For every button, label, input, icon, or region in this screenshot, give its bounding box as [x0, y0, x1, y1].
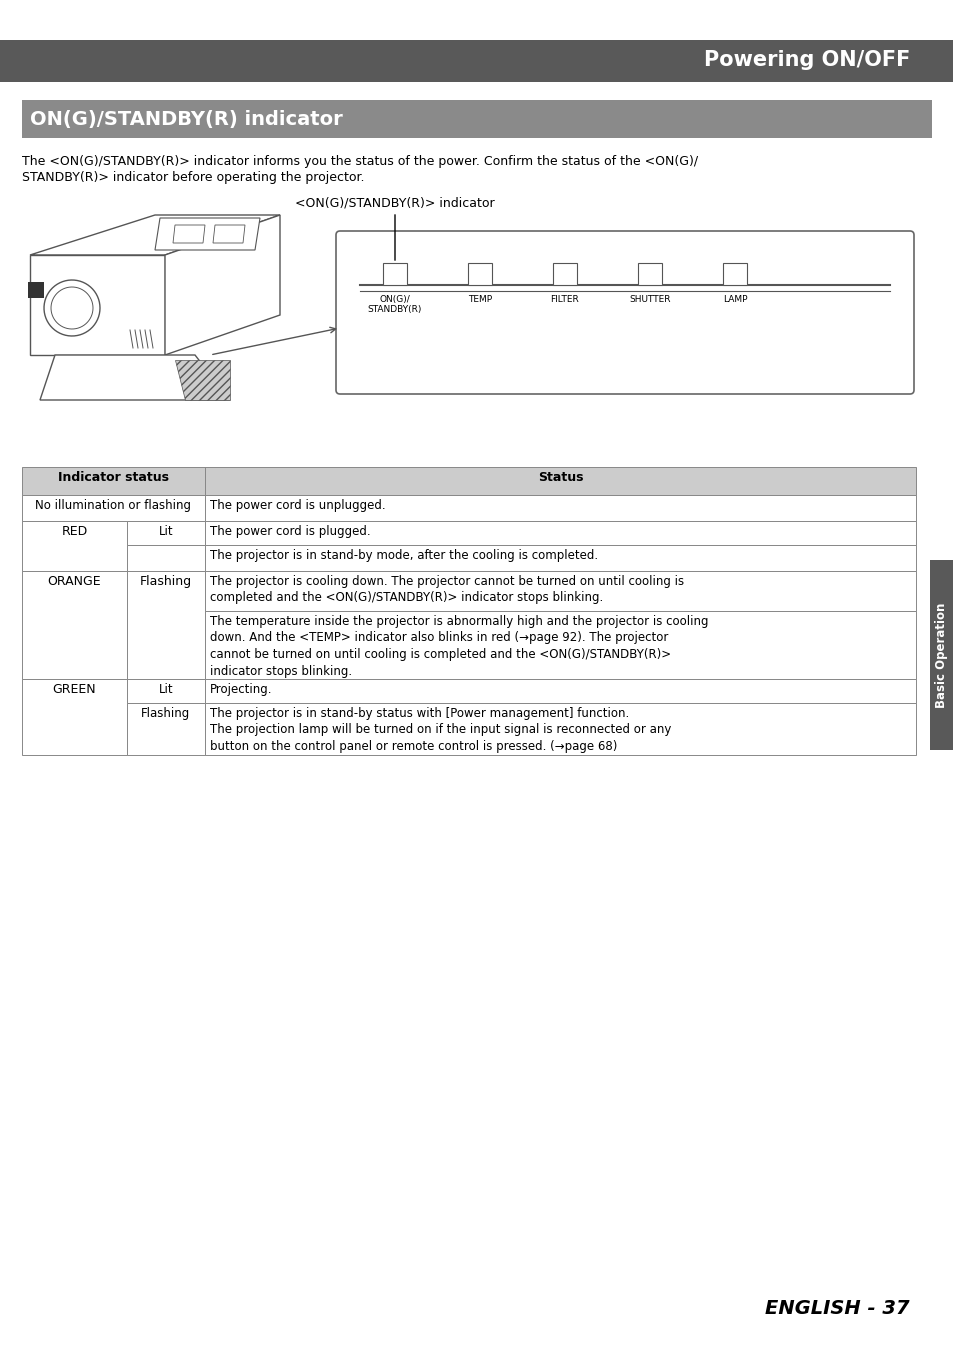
Polygon shape — [213, 225, 245, 243]
Text: The projector is cooling down. The projector cannot be turned on until cooling i: The projector is cooling down. The proje… — [210, 575, 683, 605]
Text: STANDBY(R): STANDBY(R) — [368, 305, 422, 315]
Text: Lit: Lit — [158, 683, 173, 697]
Bar — [127, 521, 205, 545]
Bar — [468, 263, 492, 285]
Bar — [0, 40, 953, 82]
Text: TEMP: TEMP — [468, 296, 492, 304]
Bar — [22, 521, 127, 571]
Text: Status: Status — [537, 471, 582, 485]
Text: GREEN: GREEN — [52, 683, 96, 697]
Bar — [22, 100, 931, 138]
Bar — [722, 263, 746, 285]
Polygon shape — [172, 225, 205, 243]
Text: No illumination or flashing: No illumination or flashing — [35, 500, 192, 512]
Text: STANDBY(R)> indicator before operating the projector.: STANDBY(R)> indicator before operating t… — [22, 171, 364, 184]
Bar — [205, 612, 915, 679]
Bar — [382, 263, 407, 285]
Polygon shape — [30, 215, 280, 255]
Bar — [28, 282, 44, 298]
Text: The power cord is plugged.: The power cord is plugged. — [210, 525, 370, 539]
Bar — [127, 571, 205, 679]
Text: The power cord is unplugged.: The power cord is unplugged. — [210, 500, 385, 512]
Bar — [553, 263, 577, 285]
Text: RED: RED — [61, 525, 88, 539]
Bar — [205, 545, 915, 571]
Bar — [638, 263, 661, 285]
Text: ON(G)/: ON(G)/ — [379, 296, 410, 304]
Polygon shape — [44, 279, 100, 336]
FancyBboxPatch shape — [335, 231, 913, 394]
Text: ORANGE: ORANGE — [48, 575, 101, 589]
Bar — [205, 703, 915, 755]
Bar — [205, 571, 915, 612]
Bar — [205, 521, 915, 545]
Polygon shape — [165, 215, 280, 355]
Bar — [127, 703, 205, 755]
Bar — [127, 679, 205, 703]
Bar — [127, 545, 205, 571]
Text: Indicator status: Indicator status — [58, 471, 169, 485]
Text: LAMP: LAMP — [722, 296, 746, 304]
Text: ON(G)/STANDBY(R) indicator: ON(G)/STANDBY(R) indicator — [30, 109, 342, 128]
Text: Flashing: Flashing — [140, 575, 192, 589]
Polygon shape — [40, 355, 230, 400]
Text: The projector is in stand-by mode, after the cooling is completed.: The projector is in stand-by mode, after… — [210, 549, 598, 562]
Bar — [205, 467, 915, 495]
Text: Lit: Lit — [158, 525, 173, 539]
Text: FILTER: FILTER — [550, 296, 578, 304]
Text: The projector is in stand-by status with [Power management] function.
The projec: The projector is in stand-by status with… — [210, 707, 671, 753]
Bar — [22, 467, 205, 495]
Text: SHUTTER: SHUTTER — [629, 296, 670, 304]
Text: Projecting.: Projecting. — [210, 683, 273, 697]
Polygon shape — [51, 288, 92, 329]
Bar — [22, 495, 205, 521]
Bar — [22, 571, 127, 679]
Polygon shape — [174, 360, 230, 400]
Text: ENGLISH - 37: ENGLISH - 37 — [764, 1299, 909, 1318]
Polygon shape — [30, 255, 165, 355]
Text: The temperature inside the projector is abnormally high and the projector is coo: The temperature inside the projector is … — [210, 616, 708, 678]
Bar — [22, 679, 127, 755]
Bar — [929, 560, 953, 751]
Text: Basic Operation: Basic Operation — [935, 602, 947, 707]
Text: Flashing: Flashing — [141, 707, 191, 720]
Polygon shape — [154, 217, 260, 250]
Bar — [205, 495, 915, 521]
Text: Powering ON/OFF: Powering ON/OFF — [703, 50, 909, 70]
Text: <ON(G)/STANDBY(R)> indicator: <ON(G)/STANDBY(R)> indicator — [294, 197, 495, 211]
Bar — [205, 679, 915, 703]
Text: The <ON(G)/STANDBY(R)> indicator informs you the status of the power. Confirm th: The <ON(G)/STANDBY(R)> indicator informs… — [22, 155, 698, 167]
